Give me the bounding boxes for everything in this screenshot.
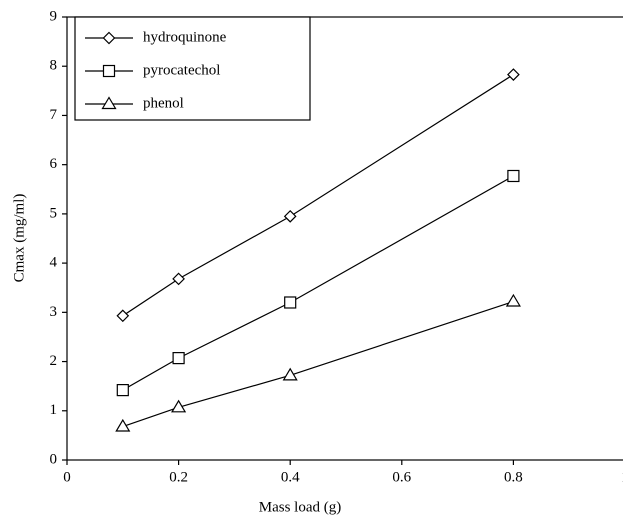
y-axis-label: Cmax (mg/ml)	[11, 194, 27, 283]
y-tick-label: 8	[50, 58, 58, 74]
marker	[172, 272, 185, 286]
legend-label: phenol	[143, 95, 184, 111]
x-tick-label: 0	[63, 469, 71, 485]
marker	[282, 367, 298, 381]
y-tick-label: 4	[50, 255, 58, 271]
marker	[116, 384, 129, 397]
marker	[171, 399, 187, 413]
legend-label: hydroquinone	[143, 29, 227, 45]
marker	[507, 68, 520, 81]
y-tick-label: 0	[50, 451, 58, 467]
series-line	[122, 74, 514, 317]
x-tick-label: 0.4	[281, 469, 300, 485]
y-tick-label: 7	[50, 107, 58, 123]
series-line	[122, 175, 514, 391]
marker	[172, 352, 185, 365]
legend-marker	[102, 64, 116, 78]
y-tick-label: 3	[50, 304, 58, 320]
legend-marker	[102, 31, 116, 45]
marker	[283, 210, 297, 223]
y-tick-label: 9	[50, 8, 58, 24]
y-tick-label: 6	[50, 156, 58, 172]
marker	[505, 293, 521, 307]
y-tick-label: 5	[50, 205, 58, 221]
x-tick-label: 1	[621, 469, 623, 485]
x-axis-label: Mass load (g)	[259, 499, 342, 515]
series-line	[122, 300, 514, 428]
x-tick-label: 0.2	[169, 469, 188, 485]
legend-label: pyrocatechol	[143, 62, 220, 78]
plot-frame	[66, 16, 623, 461]
x-tick-label: 0.8	[504, 469, 523, 485]
y-tick-label: 1	[50, 402, 58, 418]
marker	[115, 418, 131, 432]
marker	[116, 309, 130, 323]
marker	[284, 296, 297, 309]
marker	[507, 169, 520, 183]
legend-marker	[101, 96, 117, 110]
y-tick-label: 2	[50, 353, 58, 369]
x-tick-label: 0.6	[392, 469, 411, 485]
